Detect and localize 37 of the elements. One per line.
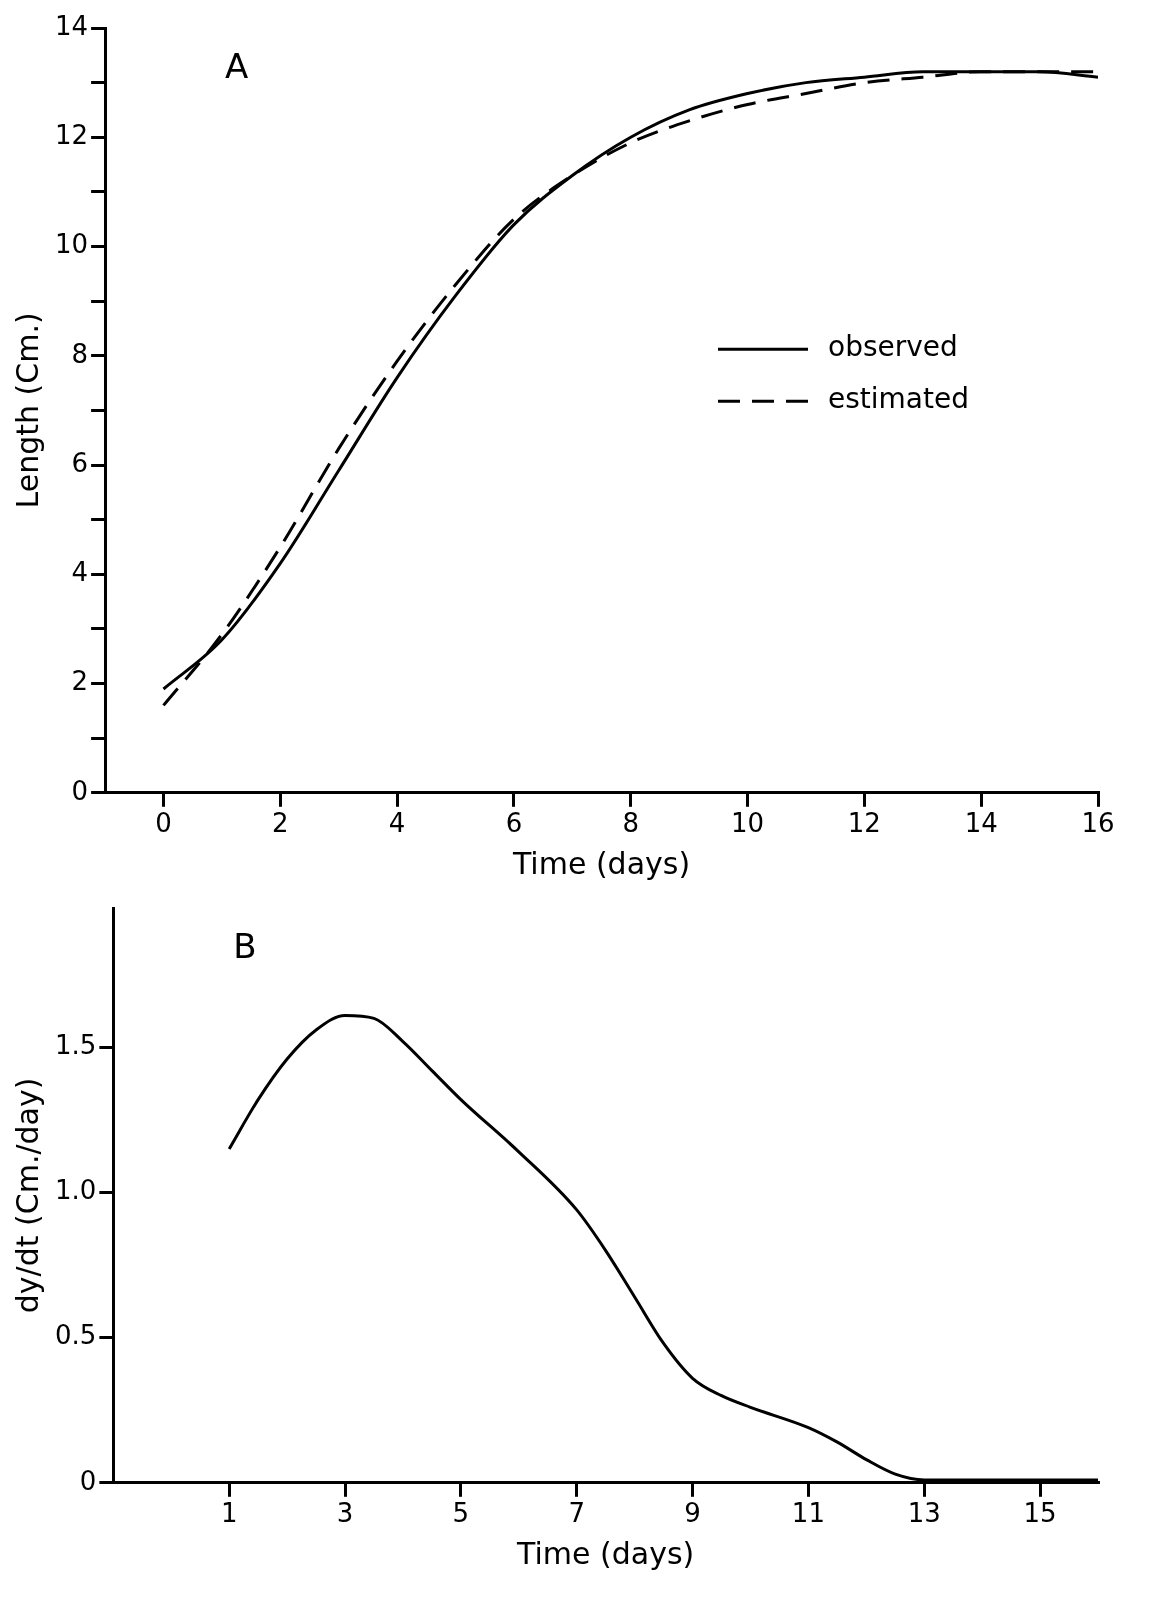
y-tick-label: 1.5	[54, 1030, 97, 1061]
y-axis-title: Length (Cm.)	[9, 312, 45, 509]
y-tick-label: 0	[79, 1465, 97, 1496]
y-tick-label: 8	[71, 338, 89, 369]
x-tick-label: 2	[272, 808, 289, 839]
y-tick-label: 0	[71, 775, 89, 806]
y-tick-label: 14	[54, 10, 89, 41]
y-tick-label: 4	[71, 557, 89, 588]
x-axis-title: Time (days)	[511, 845, 691, 881]
x-tick-label: 9	[684, 1498, 701, 1529]
y-axis-title: dy/dt (Cm./day)	[9, 1077, 45, 1314]
x-tick-label: 16	[1081, 808, 1115, 839]
annotation: A	[225, 46, 249, 86]
x-tick-label: 6	[505, 808, 523, 839]
annotation: B	[233, 926, 257, 966]
x-tick-label: 15	[1023, 1498, 1057, 1529]
x-tick-label: 4	[388, 808, 406, 839]
y-tick-label: 2	[71, 666, 89, 697]
x-tick-label: 0	[155, 808, 172, 839]
y-tick-label: 10	[54, 229, 89, 260]
x-tick-label: 3	[336, 1498, 354, 1529]
x-tick-label: 14	[964, 808, 998, 839]
x-tick-label: 7	[568, 1498, 585, 1529]
x-tick-label: 12	[847, 808, 881, 839]
x-axis-title: Time (days)	[516, 1535, 695, 1571]
x-tick-label: 13	[907, 1498, 941, 1529]
x-tick-label: 11	[791, 1498, 825, 1529]
y-tick-label: 12	[54, 120, 89, 151]
x-tick-label: 8	[622, 808, 640, 839]
y-tick-label: 6	[71, 447, 89, 478]
y-tick-label: 0.5	[54, 1320, 97, 1351]
y-tick-label: 1.0	[54, 1175, 97, 1206]
x-tick-label: 10	[731, 808, 765, 839]
x-tick-label: 5	[452, 1498, 470, 1529]
legend-label: estimated	[828, 382, 969, 416]
legend-label: observed	[828, 330, 958, 364]
x-tick-label: 1	[220, 1498, 238, 1529]
